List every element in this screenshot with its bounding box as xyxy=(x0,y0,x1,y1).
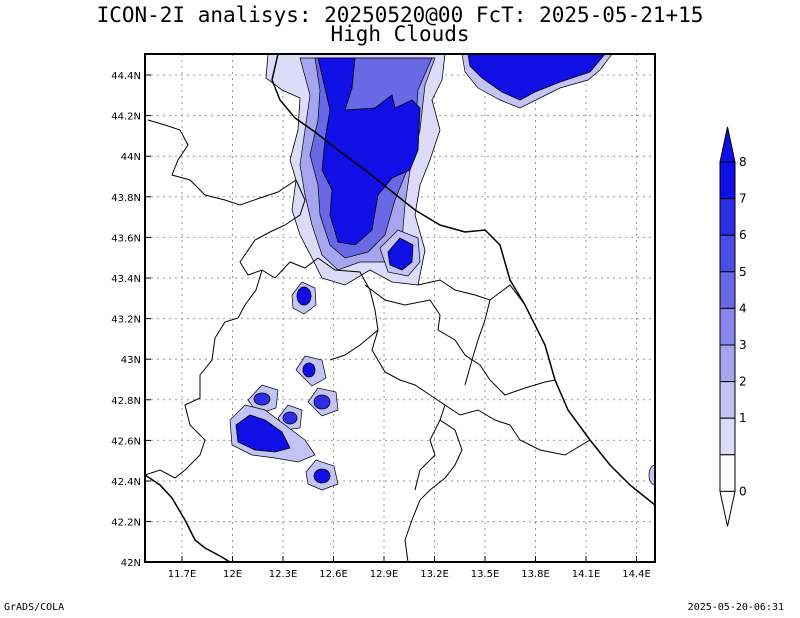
lon-tick-label: 12.3E xyxy=(269,569,298,580)
lat-tick-label: 42.8N xyxy=(111,396,141,407)
lon-tick-label: 12.6E xyxy=(319,569,348,580)
colorbar-label: 7 xyxy=(739,192,747,206)
lon-tick-label: 11.7E xyxy=(168,569,197,580)
border-region-9 xyxy=(464,299,491,386)
lon-tick-label: 13.5E xyxy=(471,569,500,580)
colorbar-cell xyxy=(719,381,736,419)
border-region-3 xyxy=(145,269,263,479)
border-region-2 xyxy=(239,179,319,279)
plot-frame xyxy=(144,53,656,563)
border-region-6 xyxy=(364,284,556,396)
colorbar: 0 1 2 3 4 5 6 7 8 xyxy=(719,126,747,527)
colorbar-label: 4 xyxy=(739,301,747,315)
colorbar-top-arrow xyxy=(719,126,736,163)
border-region-7 xyxy=(444,404,591,456)
colorbar-cell xyxy=(719,161,736,200)
border-region-5 xyxy=(417,279,526,306)
border-region-8 xyxy=(414,419,441,491)
lon-tick-label: 12E xyxy=(223,569,242,580)
cloud-area-ne-dark xyxy=(467,54,606,101)
lat-tick-label: 42N xyxy=(121,558,141,569)
border-region-1 xyxy=(147,119,297,206)
colorbar-cell xyxy=(719,198,736,236)
cloud-blob-south-3-core xyxy=(253,392,271,406)
lon-tick-label: 12.9E xyxy=(370,569,399,580)
lon-tick-label: 14.4E xyxy=(622,569,651,580)
colorbar-label: 0 xyxy=(739,484,747,498)
colorbar-label: 5 xyxy=(739,265,747,279)
map-title: ICON-2I analisys: 20250520@00 FcT: 2025-… xyxy=(96,3,704,27)
colorbar-cell xyxy=(719,344,736,383)
cloud-blob-south-1-core xyxy=(302,362,316,378)
cloud-field xyxy=(229,54,655,491)
lat-tick-label: 43.8N xyxy=(111,193,141,204)
lat-tick-label: 43.4N xyxy=(111,274,141,285)
lat-tick-label: 44.4N xyxy=(111,71,141,82)
lon-tick-label: 13.2E xyxy=(420,569,449,580)
cloud-blob-south-5-core xyxy=(313,468,331,484)
lon-ticks: 11.7E 12E 12.3E 12.6E 12.9E 13.2E 13.5E 13.8E 14… xyxy=(168,556,651,580)
colorbar-bottom-arrow xyxy=(719,490,736,527)
lat-tick-label: 43.2N xyxy=(111,315,141,326)
lon-tick-label: 13.8E xyxy=(521,569,550,580)
lon-tick-label: 14.1E xyxy=(572,569,601,580)
colorbar-label: 1 xyxy=(739,411,747,425)
borders xyxy=(145,54,655,562)
colorbar-label: 6 xyxy=(739,228,747,242)
cloud-blob-south-2-core xyxy=(313,394,331,410)
lat-tick-label: 44.2N xyxy=(111,112,141,123)
cloud-blob-center-core xyxy=(296,286,312,306)
colorbar-cell xyxy=(719,271,736,309)
border-region-10 xyxy=(329,329,379,361)
footer-software-label: GrADS/COLA xyxy=(4,602,65,613)
colorbar-label: 3 xyxy=(739,338,747,352)
colorbar-label: 8 xyxy=(739,155,747,169)
colorbar-label: 2 xyxy=(739,375,747,389)
coastline-adriatic xyxy=(271,54,655,506)
grid-lines xyxy=(145,54,655,562)
lat-ticks: 44.4N 44.2N 44N 43.8N 43.6N 43.4N 43.2N 43N 42.8… xyxy=(111,71,151,569)
colorbar-cell xyxy=(719,417,736,456)
cloud-blob-edge xyxy=(648,464,655,486)
lat-tick-label: 43.6N xyxy=(111,233,141,244)
map-subtitle: High Clouds xyxy=(330,22,470,46)
border-region-4 xyxy=(317,257,463,562)
colorbar-cell xyxy=(719,307,736,346)
lat-tick-label: 42.4N xyxy=(111,477,141,488)
lat-tick-label: 42.2N xyxy=(111,518,141,529)
cloud-area-level8 xyxy=(317,57,421,246)
colorbar-cell xyxy=(719,454,736,492)
footer-timestamp: 2025-05-20-06:31 xyxy=(687,602,784,613)
lat-tick-label: 43N xyxy=(121,355,141,366)
cloud-blob-south-4-core xyxy=(282,411,298,425)
lat-tick-label: 42.6N xyxy=(111,436,141,447)
cloud-area-southwest-core xyxy=(235,414,291,453)
coastline-tyrrhenian xyxy=(145,474,231,562)
colorbar-cell xyxy=(719,234,736,273)
lat-tick-label: 44N xyxy=(121,152,141,163)
cloud-blob-east-core xyxy=(387,237,414,271)
